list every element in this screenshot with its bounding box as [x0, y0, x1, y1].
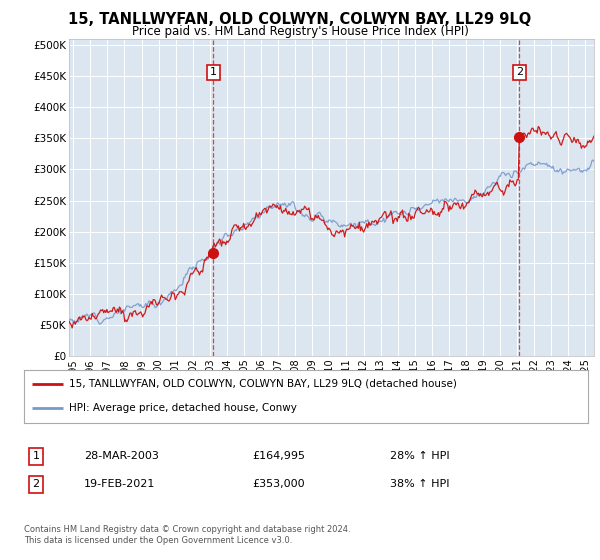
- Text: Price paid vs. HM Land Registry's House Price Index (HPI): Price paid vs. HM Land Registry's House …: [131, 25, 469, 38]
- Text: 38% ↑ HPI: 38% ↑ HPI: [390, 479, 449, 489]
- Text: 2: 2: [515, 67, 523, 77]
- Text: 15, TANLLWYFAN, OLD COLWYN, COLWYN BAY, LL29 9LQ (detached house): 15, TANLLWYFAN, OLD COLWYN, COLWYN BAY, …: [69, 379, 457, 389]
- Text: £353,000: £353,000: [252, 479, 305, 489]
- Text: 28% ↑ HPI: 28% ↑ HPI: [390, 451, 449, 461]
- Text: HPI: Average price, detached house, Conwy: HPI: Average price, detached house, Conw…: [69, 403, 297, 413]
- Text: 19-FEB-2021: 19-FEB-2021: [84, 479, 155, 489]
- Text: 15, TANLLWYFAN, OLD COLWYN, COLWYN BAY, LL29 9LQ: 15, TANLLWYFAN, OLD COLWYN, COLWYN BAY, …: [68, 12, 532, 27]
- Text: £164,995: £164,995: [252, 451, 305, 461]
- Text: Contains HM Land Registry data © Crown copyright and database right 2024.
This d: Contains HM Land Registry data © Crown c…: [24, 525, 350, 545]
- Text: 2: 2: [32, 479, 40, 489]
- Text: 1: 1: [32, 451, 40, 461]
- Text: 28-MAR-2003: 28-MAR-2003: [84, 451, 159, 461]
- Text: 1: 1: [210, 67, 217, 77]
